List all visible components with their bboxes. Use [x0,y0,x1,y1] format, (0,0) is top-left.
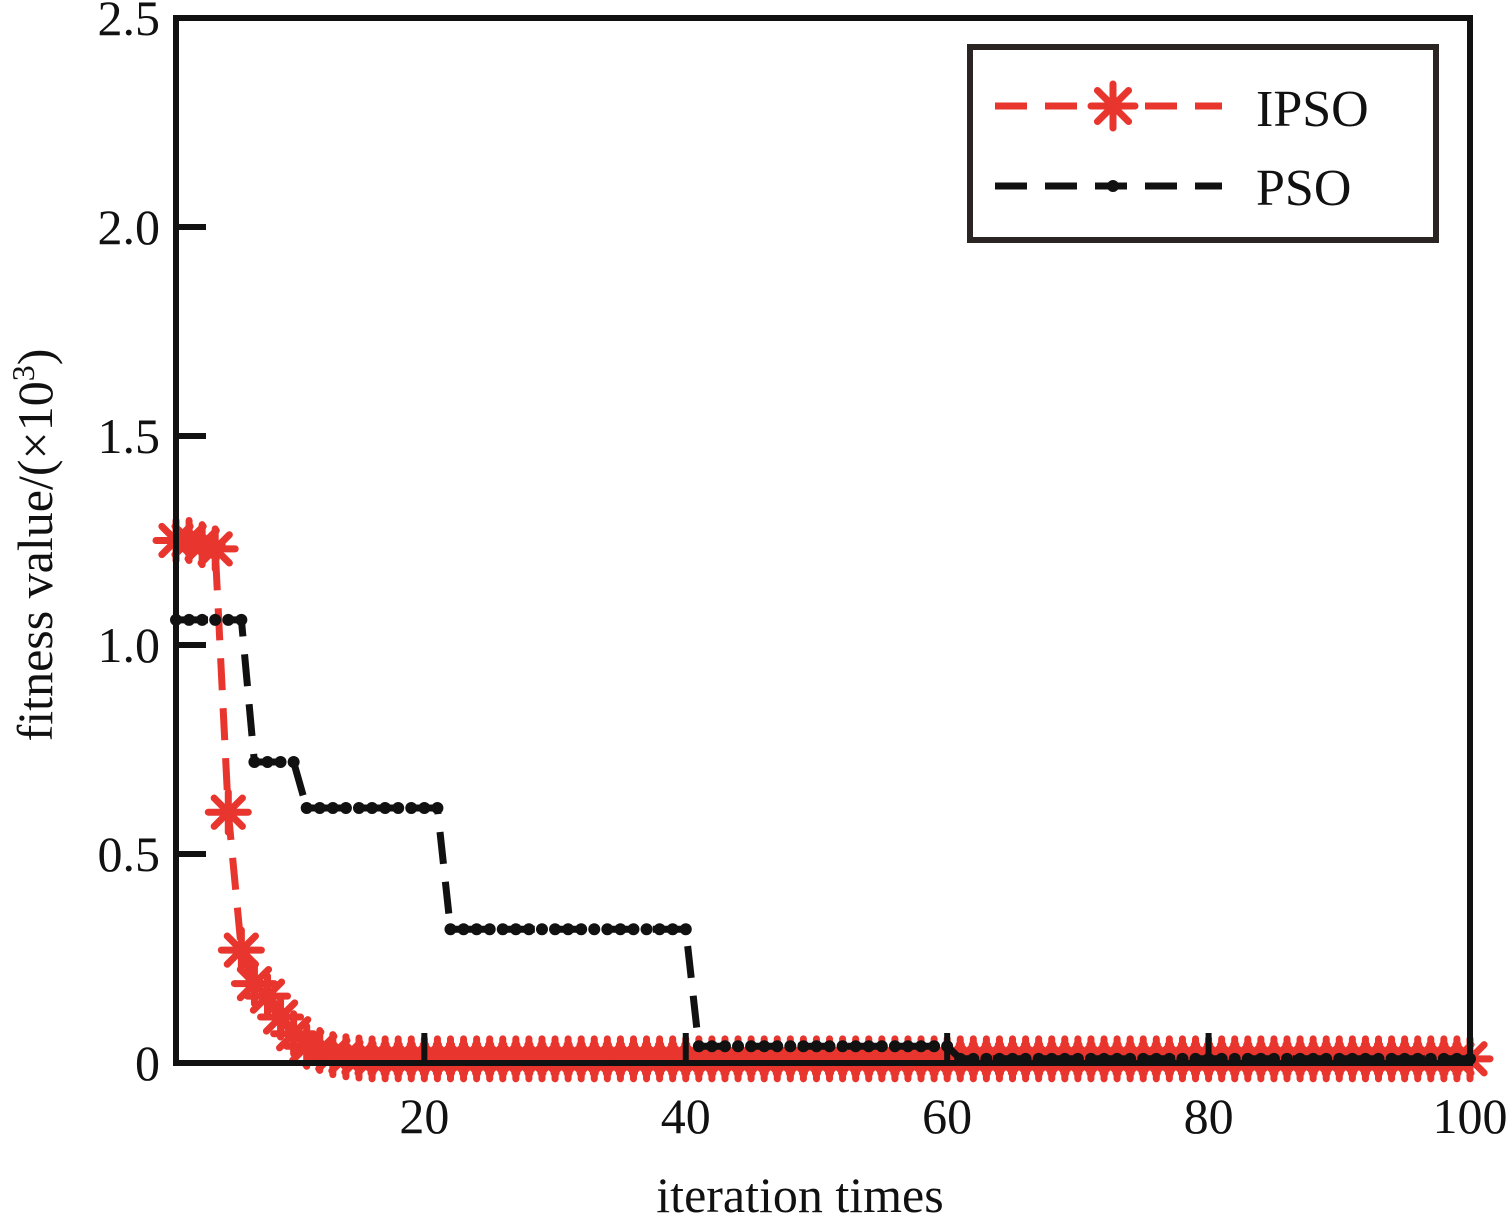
data-point-pso [692,1040,705,1053]
data-point-pso [483,923,496,936]
y-tick-label: 0 [135,1035,160,1091]
series-layer [152,517,1494,1083]
series-pso [170,613,1476,1065]
data-point-pso [601,923,614,936]
data-point-pso [614,923,627,936]
data-point-pso [718,1040,731,1053]
data-point-pso [235,613,248,626]
data-point-pso [457,923,470,936]
data-point-pso [405,802,418,815]
data-point-pso [745,1040,758,1053]
data-point-pso [679,923,692,936]
y-tick-label: 1.0 [98,617,161,673]
legend-box [967,44,1439,243]
data-point-pso [196,613,209,626]
data-point-pso [901,1040,914,1053]
series-ipso [152,517,1494,1083]
legend-entry-pso: PSO [995,160,1351,217]
legend-label-pso: PSO [1256,160,1351,217]
data-point-pso [300,802,313,815]
legend-entry-ipso: IPSO [995,80,1369,138]
data-point-pso [248,756,261,769]
data-point-pso [418,802,431,815]
data-point-pso [666,923,679,936]
data-point-ipso [204,788,252,836]
y-axis-title-superscript: 3 [5,365,41,381]
data-point-pso [784,1040,797,1053]
x-tick-label: 80 [1184,1088,1234,1144]
y-tick-label: 0.5 [98,826,161,882]
data-point-pso [549,923,562,936]
legend-marker-ipso-glyph [1087,80,1139,132]
data-point-pso [274,756,287,769]
data-point-pso [575,923,588,936]
data-point-pso [836,1040,849,1053]
series-line-ipso [176,537,1470,1063]
data-point-pso [496,923,509,936]
data-point-pso [888,1040,901,1053]
data-point-pso [705,1040,718,1053]
legend: IPSO PSO [967,44,1439,243]
x-tick-label: 60 [922,1088,972,1144]
data-point-pso [797,1040,810,1053]
y-tick-label: 2.0 [98,199,161,255]
data-point-pso [313,802,326,815]
data-point-pso [522,923,535,936]
y-axis-title: fitness value/(×103) [5,349,63,742]
data-point-pso [535,923,548,936]
data-point-ipso [191,525,239,573]
data-point-pso [758,1040,771,1053]
data-point-pso [875,1040,888,1053]
plot-frame [173,15,1473,1066]
y-tick-label: 1.5 [98,408,161,464]
data-point-pso [392,802,405,815]
data-point-pso [209,613,222,626]
legend-label-ipso: IPSO [1256,81,1369,138]
data-point-pso [588,923,601,936]
y-axis-title-main: fitness value/(×10 [7,381,63,741]
y-tick-label: 2.5 [98,0,161,46]
data-point-ipso [217,926,265,974]
data-point-pso [771,1040,784,1053]
series-line-pso [176,616,1470,1063]
data-point-pso [352,802,365,815]
data-point-pso [261,756,274,769]
data-point-pso [444,923,457,936]
data-point-pso [287,756,300,769]
data-point-pso [849,1040,862,1053]
x-tick-label: 20 [399,1088,449,1144]
data-point-pso [366,802,379,815]
data-point-pso [222,613,235,626]
ticks-layer: 0 0.5 1.0 1.5 2.0 2.5 20 40 60 80 100 [98,0,1508,1144]
legend-marker-pso [1107,180,1119,192]
x-tick-label: 40 [661,1088,711,1144]
data-point-pso [431,802,444,815]
data-point-pso [562,923,575,936]
data-point-pso [183,613,196,626]
x-tick-label: 100 [1433,1088,1508,1144]
data-point-pso [928,1040,941,1053]
data-point-pso [732,1040,745,1053]
data-point-pso [326,802,339,815]
data-point-pso [379,802,392,815]
data-point-pso [640,923,653,936]
data-point-pso [470,923,483,936]
data-point-pso [339,802,352,815]
data-point-pso [810,1040,823,1053]
data-point-pso [653,923,666,936]
data-point-pso [862,1040,875,1053]
x-axis-title: iteration times [656,1167,943,1223]
data-point-pso [627,923,640,936]
data-point-pso [509,923,522,936]
legend-marker-ipso [1087,80,1139,132]
y-axis-title-close: ) [7,349,63,366]
data-point-pso [823,1040,836,1053]
data-point-pso [915,1040,928,1053]
